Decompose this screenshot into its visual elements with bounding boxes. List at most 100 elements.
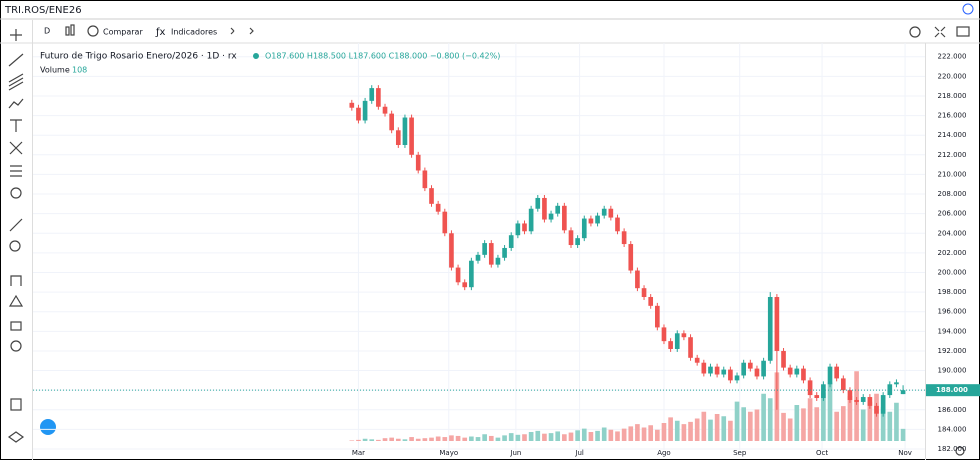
visibility-tool[interactable] (10, 340, 22, 352)
volume-bar (821, 392, 826, 441)
y-tick-label: 186.000 (938, 406, 967, 414)
candle-body (734, 375, 740, 381)
pattern-tool[interactable] (8, 98, 24, 109)
volume-bar (389, 437, 394, 441)
candle-body (575, 238, 580, 246)
candle-body (807, 380, 813, 396)
volume-bar (588, 432, 594, 441)
y-tick-label: 182.000 (938, 445, 967, 453)
y-tick-label: 200.000 (938, 268, 967, 276)
x-tick-label: Sep (733, 449, 747, 457)
candle-body (701, 362, 707, 374)
close-button[interactable] (962, 3, 974, 15)
volume-bar (694, 418, 700, 441)
candle-body (887, 384, 893, 396)
volume-bar (395, 438, 401, 441)
compare-button[interactable]: Comparar (103, 28, 143, 37)
undo-redo[interactable] (230, 27, 254, 35)
x-tick-label: Mar (352, 449, 365, 457)
volume-bar (542, 433, 547, 441)
text-tool[interactable] (10, 119, 22, 132)
volume-bar (362, 438, 368, 441)
fullscreen-button[interactable] (934, 26, 946, 38)
y-tick-label: 214.000 (938, 131, 967, 139)
layers-tool[interactable] (7, 431, 25, 443)
volume-bar (415, 438, 421, 441)
icon-tool[interactable] (10, 187, 22, 199)
candle-body (535, 197, 541, 209)
candle-body (389, 113, 394, 131)
volume-bar (429, 437, 434, 441)
y-tick-label: 196.000 (938, 308, 967, 316)
volume-bar (502, 435, 507, 441)
candle-body (814, 395, 820, 399)
volume-bar (728, 420, 733, 441)
candle-body (688, 337, 693, 358)
candle-body (462, 282, 468, 288)
candle-body (681, 333, 687, 338)
candle-body (449, 233, 454, 268)
candle-body (900, 390, 906, 395)
interval-button[interactable]: D (44, 27, 50, 36)
x-tick-label: Mayo (439, 449, 458, 457)
delete-tool[interactable] (10, 398, 22, 411)
last-price-badge (926, 384, 980, 397)
cloud-button[interactable] (40, 419, 56, 435)
volume-bar (894, 402, 899, 441)
candle-body (761, 360, 766, 377)
volume-bar (528, 432, 534, 441)
candle-body (482, 243, 487, 255)
volume-bar (767, 398, 773, 441)
volume-bar (615, 431, 620, 441)
candle-body (641, 288, 647, 298)
candle-body (422, 170, 428, 189)
candle-body (608, 208, 614, 218)
y-tick-label: 208.000 (938, 190, 967, 198)
candle-body (767, 297, 773, 361)
settings-button[interactable] (909, 26, 921, 38)
y-tick-label: 184.000 (938, 425, 967, 433)
drawing-toolbar (7, 29, 25, 443)
trendline-tool[interactable] (8, 53, 24, 67)
shapes-tool[interactable] (10, 165, 22, 177)
zoom-tool[interactable] (9, 240, 21, 252)
x-tick-label: Jun (509, 449, 521, 457)
volume-legend: Volume (40, 66, 70, 75)
magnet-tool[interactable] (10, 275, 22, 286)
indicators-button[interactable]: Indicadores (171, 28, 217, 37)
candle-body (542, 197, 547, 220)
candle-body (741, 362, 747, 376)
y-tick-label: 192.000 (938, 347, 967, 355)
volume-bar (562, 434, 567, 441)
crosshair-tool[interactable] (10, 29, 22, 41)
y-tick-label: 222.000 (938, 53, 967, 61)
volume-bar (548, 433, 554, 441)
volume-bar (568, 432, 574, 441)
fib-tool[interactable] (8, 73, 24, 91)
candle-body (781, 350, 786, 368)
lock-draw-tool[interactable] (8, 294, 24, 307)
candle-body (880, 395, 886, 414)
x-tick-label: Jul (574, 449, 584, 457)
measure-tool[interactable] (9, 218, 23, 232)
volume-bar (402, 439, 408, 441)
candle-body (847, 390, 853, 400)
volume-bar (794, 405, 800, 441)
volume-bar (628, 426, 634, 441)
screenshot-button[interactable] (956, 26, 970, 37)
prediction-tool[interactable] (9, 141, 23, 155)
lock-tool[interactable] (10, 321, 22, 331)
y-tick-label: 198.000 (938, 288, 967, 296)
candle-body (429, 188, 434, 204)
candle-body (854, 399, 859, 402)
candle-body (867, 397, 873, 406)
candle-body (668, 341, 673, 349)
volume-bar (356, 439, 361, 441)
volume-bar (880, 407, 886, 441)
axis-settings[interactable] (955, 446, 965, 456)
y-tick-label: 220.000 (938, 72, 967, 80)
volume-bar (807, 398, 813, 441)
candle-type-button[interactable] (65, 24, 75, 36)
